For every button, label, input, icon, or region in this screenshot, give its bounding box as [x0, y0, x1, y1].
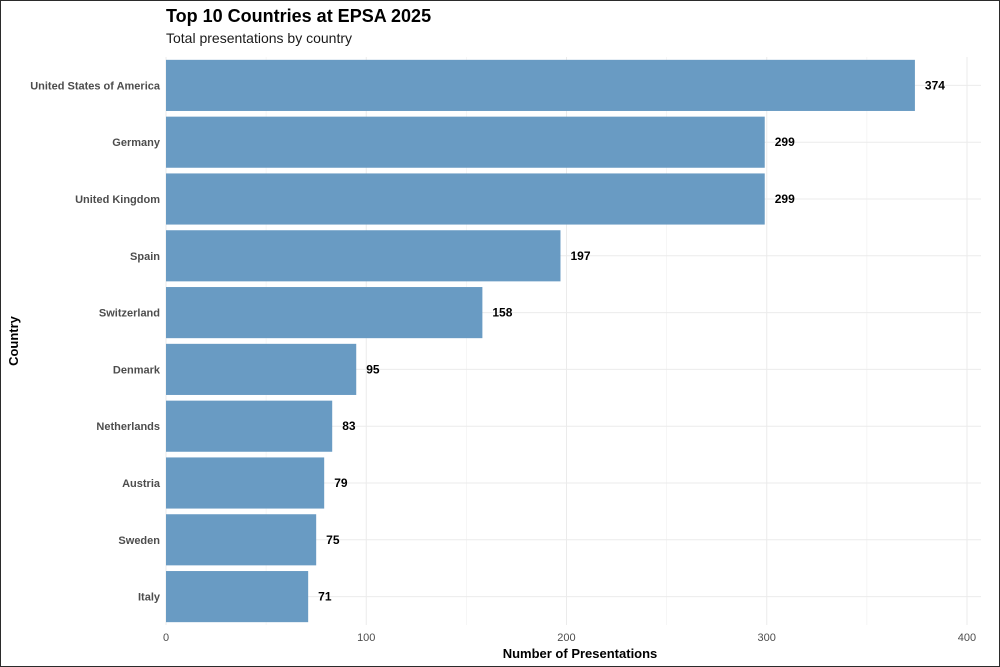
x-tick-labels: 0 100 200 300 400	[163, 632, 976, 644]
y-tick-label: Austria	[122, 478, 161, 490]
x-tick-label: 300	[758, 632, 776, 644]
y-axis-title: Country	[6, 315, 21, 366]
bar-value-label: 71	[318, 590, 332, 604]
y-tick-label: Denmark	[113, 364, 161, 376]
bar	[166, 230, 561, 282]
bar-value-label: 374	[925, 78, 945, 92]
bar-value-label: 299	[775, 135, 795, 149]
chart-title: Top 10 Countries at EPSA 2025	[166, 6, 431, 26]
x-tick-label: 100	[357, 632, 375, 644]
bar	[166, 571, 309, 623]
bar-value-label: 158	[492, 306, 512, 320]
x-tick-label: 400	[958, 632, 976, 644]
bar	[166, 59, 915, 111]
y-tick-label: Switzerland	[99, 308, 160, 320]
y-tick-label: United Kingdom	[75, 194, 160, 206]
x-tick-label: 0	[163, 632, 169, 644]
bar	[166, 116, 765, 168]
bar	[166, 343, 357, 395]
bars-group	[166, 59, 915, 623]
bar	[166, 457, 325, 509]
bar-value-label: 95	[366, 362, 380, 376]
y-tick-label: United States of America	[30, 80, 161, 92]
bar	[166, 287, 483, 339]
bar-value-label: 79	[334, 476, 348, 490]
bar-value-label: 75	[326, 533, 340, 547]
y-tick-labels: United States of America Germany United Ki…	[30, 80, 161, 603]
bar	[166, 173, 765, 225]
y-tick-label: Germany	[112, 137, 161, 149]
bar-value-label: 83	[342, 419, 356, 433]
bar-value-label: 197	[570, 249, 590, 263]
x-axis-title: Number of Presentations	[503, 646, 658, 661]
bar-value-label: 299	[775, 192, 795, 206]
y-tick-label: Netherlands	[96, 421, 160, 433]
bar-labels-group: 374 299 299 197 158 95 83 79 75 71	[318, 78, 945, 603]
y-tick-label: Italy	[138, 592, 161, 604]
chart-subtitle: Total presentations by country	[166, 30, 352, 46]
bar	[166, 514, 317, 566]
x-tick-label: 200	[557, 632, 575, 644]
y-tick-label: Spain	[130, 251, 160, 263]
y-tick-label: Sweden	[118, 535, 160, 547]
bar	[166, 400, 333, 452]
